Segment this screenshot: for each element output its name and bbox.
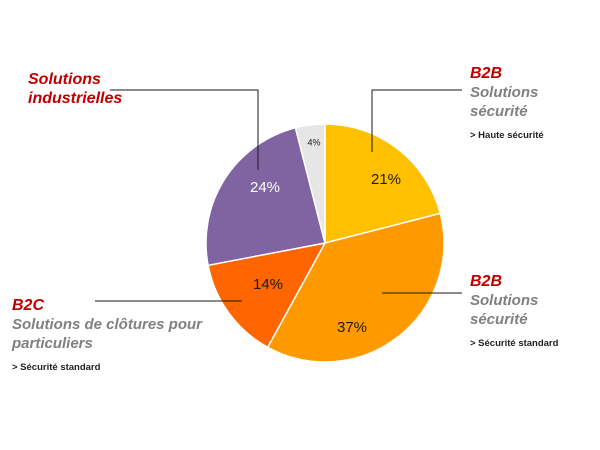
annotation-b2b-std-title: B2B (470, 273, 503, 290)
annotation-b2b-std: B2B Solutions sécurité > Sécurité standa… (470, 272, 600, 349)
annotation-b2b-std-subtitle: Solutions sécurité (470, 292, 539, 328)
annotation-b2b-std-detail: > Sécurité standard (470, 338, 559, 349)
leader-lines (95, 89, 462, 302)
pie-slice-label-2: 37% (337, 319, 367, 336)
pie-slice-labels: 21% 37% 14% 24% 4% (250, 137, 401, 336)
annotation-b2c-subtitle-line2: particuliers (12, 335, 93, 352)
annotation-b2c-subtitle-line1: Solutions de clôtures pour (12, 316, 203, 333)
annotation-industrial: Solutions industrielles (28, 70, 122, 108)
leader-line-b2b-high (371, 89, 462, 152)
pie-slice-label-3: 14% (253, 276, 283, 293)
leader-line-industrial (110, 89, 259, 170)
annotation-b2c-detail: > Sécurité standard (12, 362, 101, 373)
annotation-b2c: B2C Solutions de clôtures pour particuli… (12, 296, 202, 373)
pie-slices (205, 123, 445, 363)
annotation-b2b-high: B2B Solutions sécurité > Haute sécurité (470, 64, 600, 141)
pie-slice-label-4: 24% (250, 179, 280, 196)
annotation-b2b-high-title: B2B (470, 65, 503, 82)
pie-slice-5 (294, 123, 326, 244)
pie-slice-4 (205, 126, 326, 267)
annotation-b2b-high-subtitle: Solutions sécurité (470, 84, 539, 120)
pie-slice-3 (207, 241, 327, 349)
annotation-industrial-line1: Solutions (28, 71, 101, 88)
annotation-b2c-title: B2C (12, 297, 45, 314)
pie-slice-label-1: 21% (371, 171, 401, 188)
pie-slice-2 (266, 212, 445, 363)
annotation-industrial-line2: industrielles (28, 90, 123, 107)
annotation-b2b-high-detail: > Haute sécurité (470, 130, 544, 141)
pie-slice-label-5: 4% (307, 137, 320, 147)
pie-slice-1 (324, 123, 442, 244)
